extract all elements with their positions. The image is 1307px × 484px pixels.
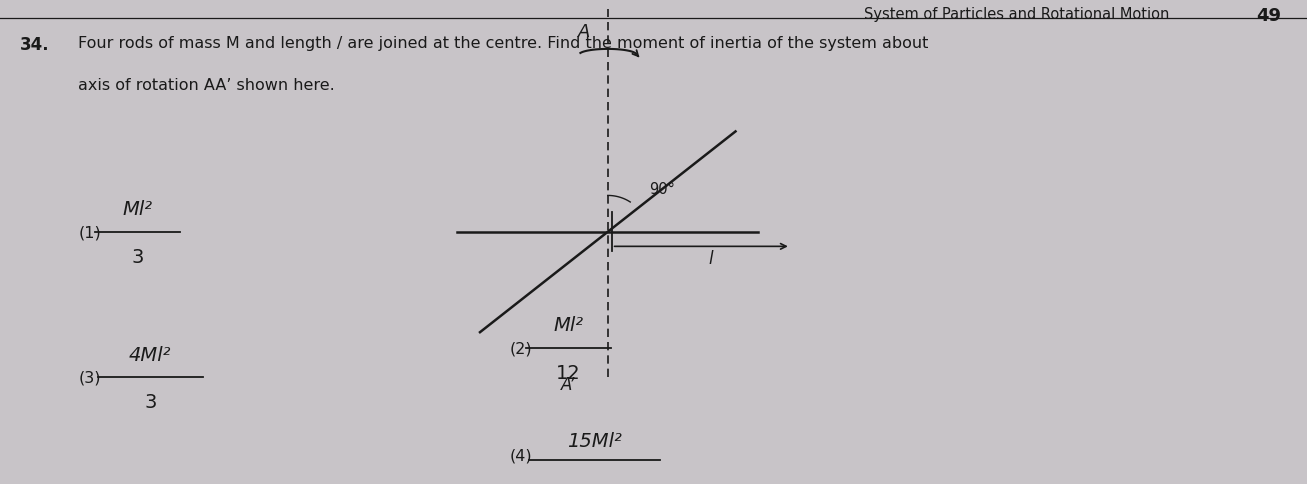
Text: 49: 49 <box>1256 7 1281 25</box>
Text: axis of rotation AA’ shown here.: axis of rotation AA’ shown here. <box>78 77 335 92</box>
Text: l: l <box>708 250 714 268</box>
Text: A: A <box>578 23 591 41</box>
Text: Ml²: Ml² <box>553 316 584 335</box>
Text: 4Ml²: 4Ml² <box>129 345 171 364</box>
Text: 3: 3 <box>144 392 157 411</box>
Text: A’: A’ <box>561 375 575 393</box>
Text: (1): (1) <box>78 225 101 240</box>
Text: Ml²: Ml² <box>122 199 153 219</box>
Text: 34.: 34. <box>20 36 50 54</box>
Text: (2): (2) <box>510 341 532 356</box>
Text: 12: 12 <box>557 363 580 382</box>
Text: System of Particles and Rotational Motion: System of Particles and Rotational Motio… <box>864 7 1170 22</box>
Text: 3: 3 <box>131 247 144 266</box>
Text: (3): (3) <box>78 370 101 385</box>
Text: (4): (4) <box>510 448 532 462</box>
Text: 15Ml²: 15Ml² <box>567 431 622 450</box>
Text: 90°: 90° <box>650 182 676 196</box>
Text: Four rods of mass M and length / are joined at the centre. Find the moment of in: Four rods of mass M and length / are joi… <box>78 36 929 51</box>
